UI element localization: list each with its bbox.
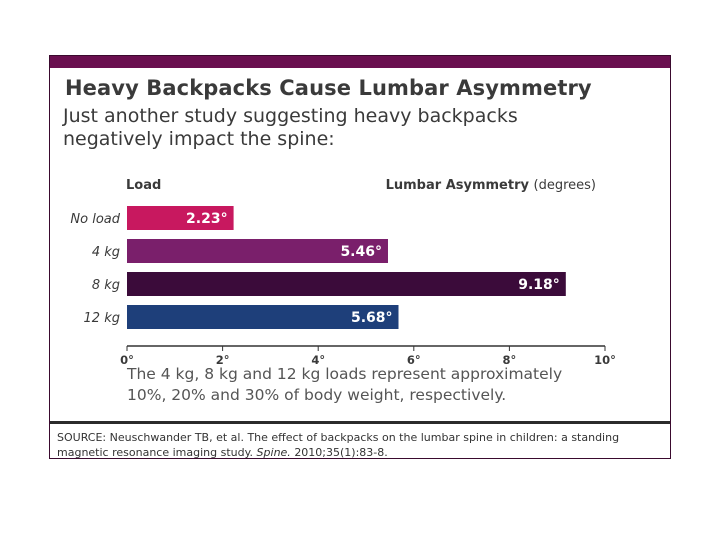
bar-0: [127, 206, 234, 230]
x-tick-label: 4°: [311, 353, 325, 367]
value-label: 2.23°: [186, 211, 228, 227]
bar-2: [127, 272, 566, 296]
value-header: Lumbar Asymmetry (degrees): [386, 178, 596, 193]
value-label: 5.68°: [351, 310, 393, 326]
chart-footnote: The 4 kg, 8 kg and 12 kg loads represent…: [127, 365, 563, 404]
value-label: 5.46°: [340, 244, 382, 260]
chart-title: Heavy Backpacks Cause Lumbar Asymmetry: [65, 76, 592, 100]
x-tick-label: 0°: [120, 353, 134, 367]
category-label: 12 kg: [84, 311, 120, 326]
x-tick-label: 10°: [594, 353, 616, 367]
chart-card: Heavy Backpacks Cause Lumbar Asymmetry J…: [49, 55, 671, 459]
value-header-unit: (degrees): [534, 178, 596, 193]
source-ref: 2010;35(1):83-8.: [294, 446, 388, 459]
x-tick-label: 8°: [503, 353, 517, 367]
value-label: 9.18°: [518, 277, 560, 293]
category-label: 4 kg: [92, 245, 120, 260]
header-bar: [50, 56, 670, 68]
value-header-bold: Lumbar Asymmetry: [386, 178, 534, 193]
category-label: 8 kg: [92, 278, 120, 293]
category-header: Load: [126, 178, 161, 193]
source-journal: Spine.: [256, 446, 291, 459]
bar-chart: Load Lumbar Asymmetry (degrees) No load 2.2…: [70, 178, 616, 367]
bar-3: [127, 305, 399, 329]
category-label: No load: [70, 212, 120, 227]
source-text: SOURCE: Neuschwander TB, et al. The effe…: [57, 431, 620, 459]
x-tick-label: 2°: [216, 353, 230, 367]
chart-subtitle: Just another study suggesting heavy back…: [63, 105, 518, 150]
x-tick-label: 6°: [407, 353, 421, 367]
source-citation: SOURCE: Neuschwander TB, et al. The effe…: [50, 421, 670, 459]
bar-1: [127, 239, 388, 263]
